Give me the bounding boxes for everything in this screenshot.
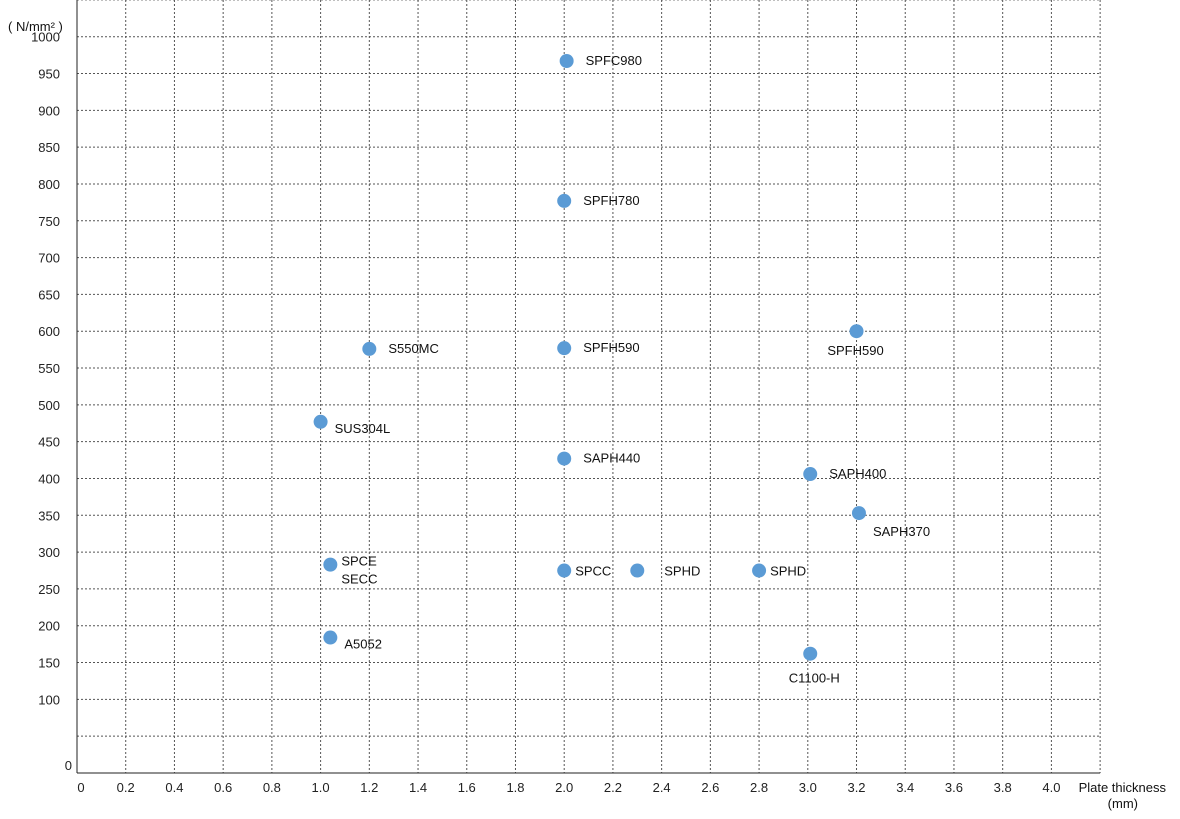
data-label: SAPH440 [583, 451, 640, 466]
data-label: SAPH370 [873, 524, 930, 539]
x-tick-label: 1.4 [409, 780, 427, 795]
x-tick-label: 1.6 [458, 780, 476, 795]
x-tick-label: 3.6 [945, 780, 963, 795]
data-point [752, 563, 767, 578]
x-tick-label: 2.8 [750, 780, 768, 795]
x-tick-label: 3.2 [847, 780, 865, 795]
tick-labels: 0 0.2 0.4 0.6 0.8 1.0 1.2 1.4 1.6 1.8 2.0 2.2 2.4 2.6… [31, 30, 1060, 795]
data-label: SPHD [664, 564, 700, 579]
data-point [559, 53, 574, 68]
y-tick-label: 150 [38, 656, 60, 671]
x-tick-label: 2.0 [555, 780, 573, 795]
data-point [557, 341, 572, 356]
data-point [851, 506, 866, 521]
y-tick-label: 550 [38, 361, 60, 376]
y-tick-label: 950 [38, 67, 60, 82]
data-label: SPFC980 [586, 53, 642, 68]
data-label: SPHD [770, 564, 806, 579]
data-label: SUS304L [335, 421, 391, 436]
data-point [630, 563, 645, 578]
data-label: SAPH400 [829, 466, 886, 481]
y-tick-label: 400 [38, 471, 60, 486]
y-tick-label: 850 [38, 140, 60, 155]
data-labels: SPFC980 SPFH780 S550MC SPFH590 SPFH590 SUS304… [335, 53, 930, 686]
x-tick-label: 1.2 [360, 780, 378, 795]
y-axis-label: ( N/mm² ) [8, 19, 63, 34]
y-tick-label: 900 [38, 103, 60, 118]
x-tick-label: 2.4 [653, 780, 671, 795]
data-label: S550MC [388, 341, 439, 356]
y-tick-label: 700 [38, 251, 60, 266]
data-point [803, 646, 818, 661]
x-tick-label: 1.8 [506, 780, 524, 795]
x-tick-label: 0.8 [263, 780, 281, 795]
x-tick-label: 0.2 [117, 780, 135, 795]
y-tick-label: 250 [38, 582, 60, 597]
data-point [323, 630, 338, 645]
y-tick-label: 800 [38, 177, 60, 192]
data-label: SPFH590 [583, 340, 639, 355]
x-tick-label: 4.0 [1042, 780, 1060, 795]
y-tick-label: 450 [38, 435, 60, 450]
y-tick-label: 300 [38, 545, 60, 560]
grid-lines [77, 0, 1101, 773]
y-tick-label: 200 [38, 619, 60, 634]
x-tick-label: 3.4 [896, 780, 914, 795]
data-label: SECC [341, 572, 377, 587]
y-tick-label: 750 [38, 214, 60, 229]
data-point [313, 414, 328, 429]
x-tick-label: 0.4 [165, 780, 183, 795]
data-point [557, 451, 572, 466]
x-axis-label-line2: (mm) [1108, 796, 1138, 811]
x-tick-label: 1.0 [312, 780, 330, 795]
y-tick-label: 600 [38, 324, 60, 339]
data-label: SPCC [575, 564, 611, 579]
y-tick-label: 0 [65, 758, 72, 773]
x-tick-label: 0.6 [214, 780, 232, 795]
x-tick-label: 0 [77, 780, 84, 795]
x-tick-label: 3.0 [799, 780, 817, 795]
y-tick-label: 1000 [31, 30, 60, 45]
x-tick-label: 2.6 [701, 780, 719, 795]
data-point [362, 341, 377, 356]
data-point [803, 467, 818, 482]
data-label: SPCE [341, 554, 377, 569]
data-label: C1100-H [789, 671, 840, 686]
y-tick-label: 100 [38, 692, 60, 707]
data-label: A5052 [344, 637, 382, 652]
data-point [849, 324, 864, 339]
x-tick-label: 2.2 [604, 780, 622, 795]
axes [76, 0, 1101, 774]
data-points [313, 53, 866, 661]
data-label: SPFH590 [827, 343, 883, 358]
x-tick-label: 3.8 [994, 780, 1012, 795]
y-tick-label: 350 [38, 508, 60, 523]
data-point [557, 563, 572, 578]
data-point [557, 193, 572, 208]
data-point [323, 557, 338, 572]
y-tick-label: 650 [38, 287, 60, 302]
data-label: SPFH780 [583, 193, 639, 208]
x-axis-label-line1: Plate thickness [1079, 780, 1167, 795]
y-tick-label: 500 [38, 398, 60, 413]
